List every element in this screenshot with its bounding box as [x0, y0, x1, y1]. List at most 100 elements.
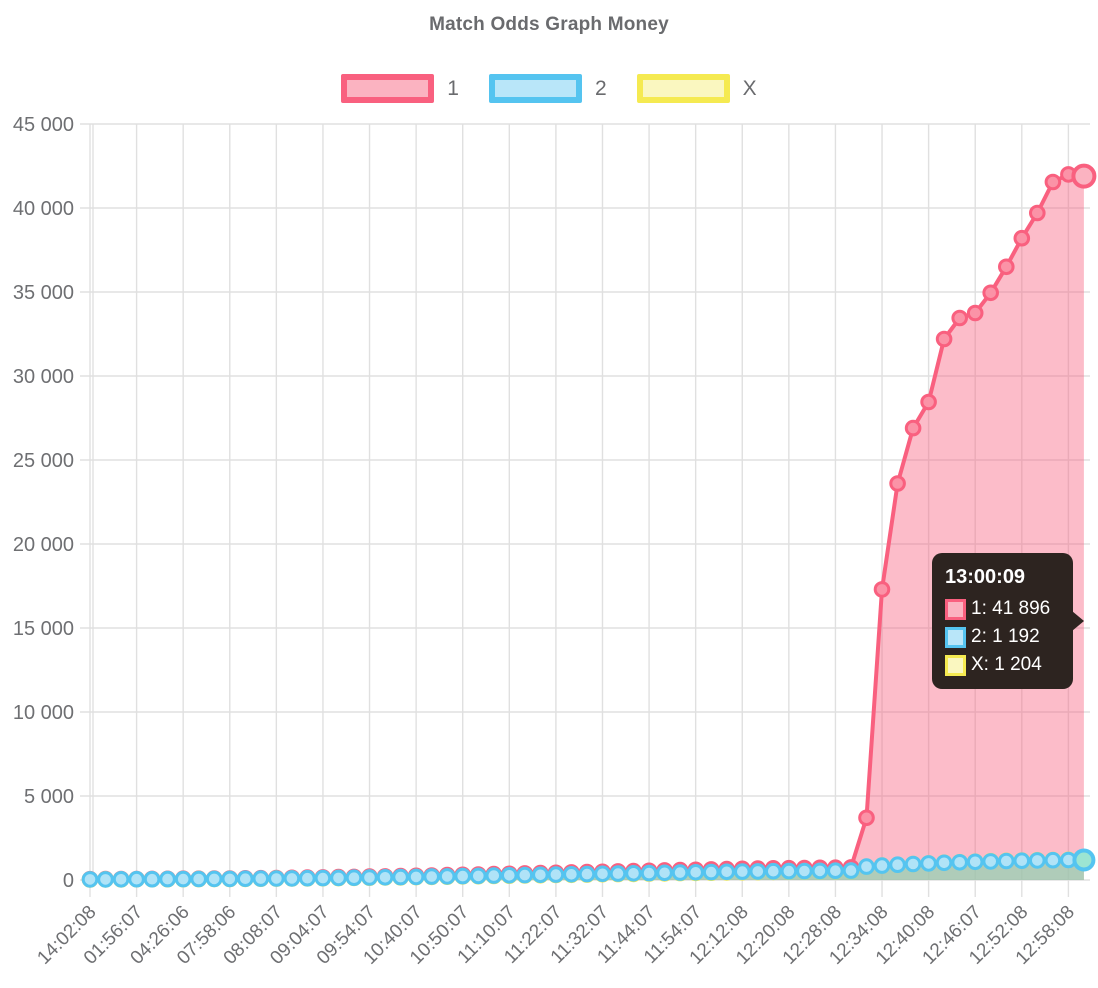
data-point-2[interactable] [345, 869, 363, 887]
legend-item-x[interactable]: X [636, 74, 757, 103]
data-point-2[interactable] [454, 867, 472, 885]
tooltip-time: 13:00:09 [945, 566, 1026, 588]
data-point-2[interactable] [268, 870, 285, 887]
data-point-2[interactable] [640, 864, 658, 882]
data-point-2[interactable] [563, 866, 580, 883]
data-point-2[interactable] [330, 869, 347, 887]
data-point-2[interactable] [1044, 851, 1062, 869]
data-point-1[interactable] [966, 304, 984, 322]
data-point-2[interactable] [625, 865, 642, 882]
data-point-2[interactable] [702, 863, 720, 881]
data-point-2[interactable] [951, 854, 969, 871]
series-1-area [90, 174, 1084, 880]
data-point-2[interactable] [873, 857, 891, 874]
data-point-1[interactable] [889, 475, 906, 492]
y-axis-tick-label: 5 000 [24, 786, 74, 808]
data-point-2[interactable] [252, 870, 270, 887]
legend-label-x: X [742, 76, 757, 100]
data-point-2[interactable] [81, 871, 99, 888]
data-point-2[interactable] [842, 862, 860, 879]
data-point-2[interactable] [501, 867, 518, 884]
data-point-2[interactable] [671, 864, 689, 881]
data-point-2[interactable] [174, 870, 192, 888]
data-point-2[interactable] [423, 868, 441, 885]
data-point-2[interactable] [143, 870, 161, 888]
data-point-2[interactable] [485, 867, 503, 884]
y-axis-tick-label: 35 000 [13, 282, 74, 304]
data-point-1[interactable] [858, 809, 875, 827]
data-point-2[interactable] [749, 863, 767, 880]
data-point-2[interactable] [97, 871, 114, 888]
legend-swatch-1 [341, 74, 435, 103]
data-point-2[interactable] [159, 870, 176, 888]
legend-item-2[interactable]: 2 [488, 74, 607, 103]
data-point-2[interactable] [205, 870, 223, 888]
tooltip-value-2: 2: 1 192 [971, 626, 1040, 647]
y-axis-tick-label: 25 000 [13, 450, 74, 472]
data-point-2[interactable] [827, 862, 844, 880]
data-point-2[interactable] [998, 852, 1015, 870]
data-point-1[interactable] [982, 284, 1000, 302]
tooltip-swatch-1 [945, 598, 966, 620]
data-point-2[interactable] [237, 870, 254, 888]
data-point-2[interactable] [532, 866, 549, 884]
data-point-2[interactable] [283, 870, 301, 887]
data-point-2[interactable] [438, 868, 456, 885]
data-point-1[interactable] [951, 309, 969, 327]
tooltip-row-x: X: 1 204 [945, 654, 1065, 676]
legend-swatch-x [636, 74, 730, 103]
data-point-2[interactable] [361, 869, 378, 886]
data-point-2[interactable] [966, 853, 984, 871]
data-point-2[interactable] [889, 856, 906, 874]
data-point-2[interactable] [811, 862, 829, 880]
data-point-2[interactable] [392, 868, 409, 886]
hovered-point-1[interactable] [1071, 163, 1097, 189]
data-point-2[interactable] [299, 869, 316, 887]
data-point-2[interactable] [221, 870, 239, 888]
data-point-2[interactable] [656, 864, 673, 882]
data-point-2[interactable] [376, 869, 394, 886]
data-point-2[interactable] [407, 868, 425, 886]
data-point-2[interactable] [470, 867, 487, 885]
data-point-2[interactable] [718, 863, 736, 881]
data-point-2[interactable] [687, 864, 705, 881]
data-point-1[interactable] [1029, 204, 1046, 222]
data-point-1[interactable] [935, 330, 953, 348]
data-point-1[interactable] [873, 581, 891, 598]
tooltip-arrow-icon [1072, 611, 1084, 631]
data-point-2[interactable] [904, 855, 922, 873]
data-point-2[interactable] [578, 865, 596, 883]
data-point-1[interactable] [998, 258, 1015, 276]
legend-item-1[interactable]: 1 [341, 74, 459, 103]
tooltip-row-2: 2: 1 192 [945, 626, 1065, 648]
data-point-2[interactable] [112, 871, 130, 888]
data-point-2[interactable] [128, 870, 145, 888]
tooltip-swatch-x [945, 654, 966, 676]
data-point-2[interactable] [1029, 852, 1046, 869]
data-point-2[interactable] [609, 865, 627, 882]
data-point-2[interactable] [935, 854, 953, 872]
data-point-2[interactable] [920, 855, 937, 872]
hovered-point-2[interactable] [1072, 848, 1096, 872]
data-point-2[interactable] [982, 853, 1000, 870]
data-point-1[interactable] [920, 393, 937, 411]
series-2 [81, 851, 1093, 888]
data-point-2[interactable] [1013, 852, 1031, 870]
y-axis-tick-label: 45 000 [13, 114, 74, 136]
data-point-2[interactable] [765, 862, 782, 880]
data-point-2[interactable] [858, 858, 875, 875]
data-point-2[interactable] [190, 870, 207, 888]
data-point-1[interactable] [1044, 173, 1062, 191]
data-point-2[interactable] [780, 862, 798, 880]
data-point-2[interactable] [314, 869, 332, 887]
data-point-1[interactable] [904, 419, 922, 437]
y-axis-tick-label: 0 [63, 870, 74, 892]
data-point-2[interactable] [516, 866, 534, 884]
y-axis-tick-label: 10 000 [13, 702, 74, 724]
data-point-2[interactable] [796, 862, 813, 880]
data-point-2[interactable] [734, 863, 751, 880]
data-point-1[interactable] [1013, 229, 1031, 247]
data-point-2[interactable] [547, 866, 565, 883]
data-point-2[interactable] [594, 865, 611, 883]
